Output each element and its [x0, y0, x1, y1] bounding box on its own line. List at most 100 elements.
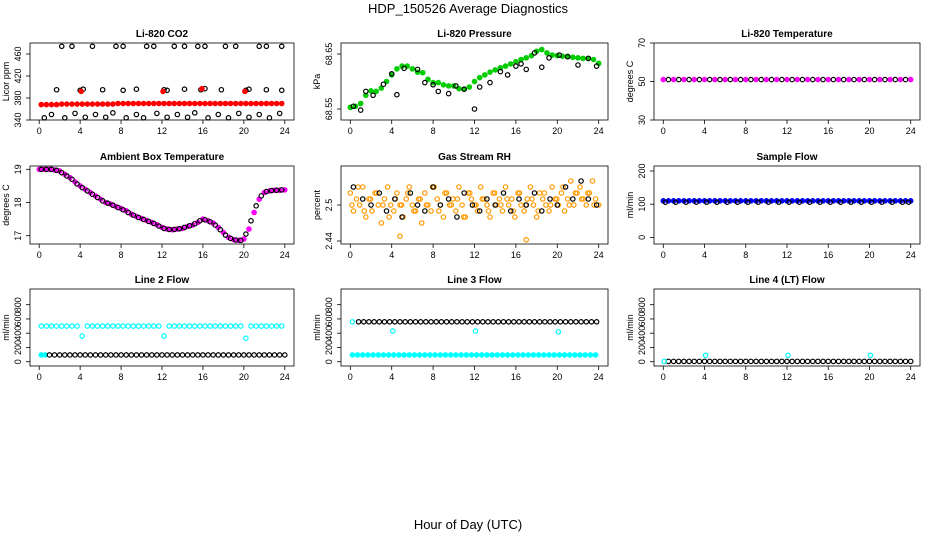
data-point: [513, 63, 519, 69]
data-point: [253, 100, 259, 107]
data-point: [763, 358, 770, 365]
data-point: [130, 323, 137, 329]
data-point: [199, 85, 205, 92]
y-axis-label: ml/min: [1, 314, 11, 341]
data-point: [434, 196, 441, 202]
y-tick-label: 400: [13, 326, 23, 341]
y-tick-label: 2.5: [324, 199, 334, 212]
data-point: [484, 196, 490, 202]
data-point: [217, 226, 224, 233]
data-point: [97, 352, 104, 358]
data-point: [160, 88, 166, 95]
data-point: [527, 184, 534, 190]
data-point: [230, 352, 237, 358]
panel-6: Sample Flow ml/min 0 4 8 12 16 20 24 0 100 200: [625, 152, 921, 260]
data-point: [876, 76, 883, 83]
data-point: [120, 323, 126, 329]
data-point: [525, 352, 532, 358]
data-point: [732, 358, 739, 365]
data-point: [827, 199, 834, 205]
x-tick-label: 24: [280, 126, 290, 136]
data-point: [380, 202, 386, 208]
data-point: [84, 188, 91, 194]
data-point: [407, 190, 414, 196]
y-axis-label: percent: [312, 189, 322, 220]
data-point: [463, 352, 470, 358]
data-point: [490, 318, 496, 325]
data-point: [278, 43, 285, 50]
data-point: [592, 352, 599, 358]
data-point: [243, 335, 249, 341]
data-point: [789, 76, 795, 83]
data-point: [376, 190, 383, 196]
data-point: [567, 178, 574, 184]
data-point: [701, 76, 708, 83]
data-point: [544, 50, 550, 56]
x-tick-label: 12: [157, 250, 167, 260]
data-point: [416, 352, 423, 358]
data-point: [89, 43, 96, 50]
data-point: [67, 352, 73, 358]
data-point: [397, 233, 403, 240]
data-point: [222, 43, 229, 50]
data-point: [99, 323, 106, 329]
x-tick-label: 4: [702, 126, 707, 136]
data-point: [445, 90, 452, 97]
x-tick-label: 20: [552, 372, 562, 382]
y-tick-label: 50: [637, 76, 647, 86]
x-tick-label: 12: [782, 126, 792, 136]
data-point: [472, 328, 479, 334]
data-point: [430, 184, 436, 190]
data-point: [742, 358, 749, 365]
data-point: [523, 66, 530, 73]
data-point: [423, 202, 430, 208]
data-point: [799, 358, 806, 365]
data-point: [218, 86, 225, 93]
data-point: [390, 352, 397, 358]
data-point: [448, 318, 455, 325]
data-point: [474, 318, 481, 325]
data-point: [200, 352, 206, 358]
data-point: [753, 76, 759, 83]
data-point: [84, 101, 91, 107]
data-point: [403, 196, 409, 202]
x-tick-label: 24: [594, 250, 604, 260]
data-point: [171, 323, 178, 329]
data-point: [437, 352, 444, 358]
data-point: [273, 100, 280, 107]
data-point: [202, 100, 208, 107]
data-point: [61, 352, 68, 358]
data-point: [498, 202, 504, 208]
data-point: [390, 208, 397, 214]
data-point: [468, 196, 475, 202]
data-point: [156, 100, 162, 107]
data-point: [806, 199, 813, 205]
data-point: [879, 199, 885, 205]
x-tick-label: 16: [198, 372, 208, 382]
data-point: [349, 352, 356, 358]
data-point: [538, 64, 545, 71]
plot-frame: [29, 42, 295, 121]
data-point: [276, 352, 283, 358]
data-point: [471, 78, 478, 85]
data-point: [445, 83, 452, 89]
data-point: [123, 115, 129, 121]
data-point: [422, 190, 428, 196]
data-point: [64, 173, 70, 179]
data-point: [523, 202, 530, 208]
data-point: [542, 318, 548, 325]
data-point: [350, 103, 357, 110]
data-point: [665, 76, 672, 83]
data-point: [737, 358, 744, 365]
data-point: [273, 323, 280, 329]
data-point: [392, 196, 398, 202]
data-point: [215, 352, 222, 358]
data-point: [253, 323, 259, 329]
data-point: [276, 110, 283, 117]
figure-title: HDP_150526 Average Diagnostics: [368, 1, 568, 16]
data-point: [523, 237, 530, 243]
x-tick-label: 8: [743, 126, 748, 136]
data-point: [417, 318, 424, 325]
data-point: [140, 323, 147, 329]
data-point: [367, 196, 374, 202]
